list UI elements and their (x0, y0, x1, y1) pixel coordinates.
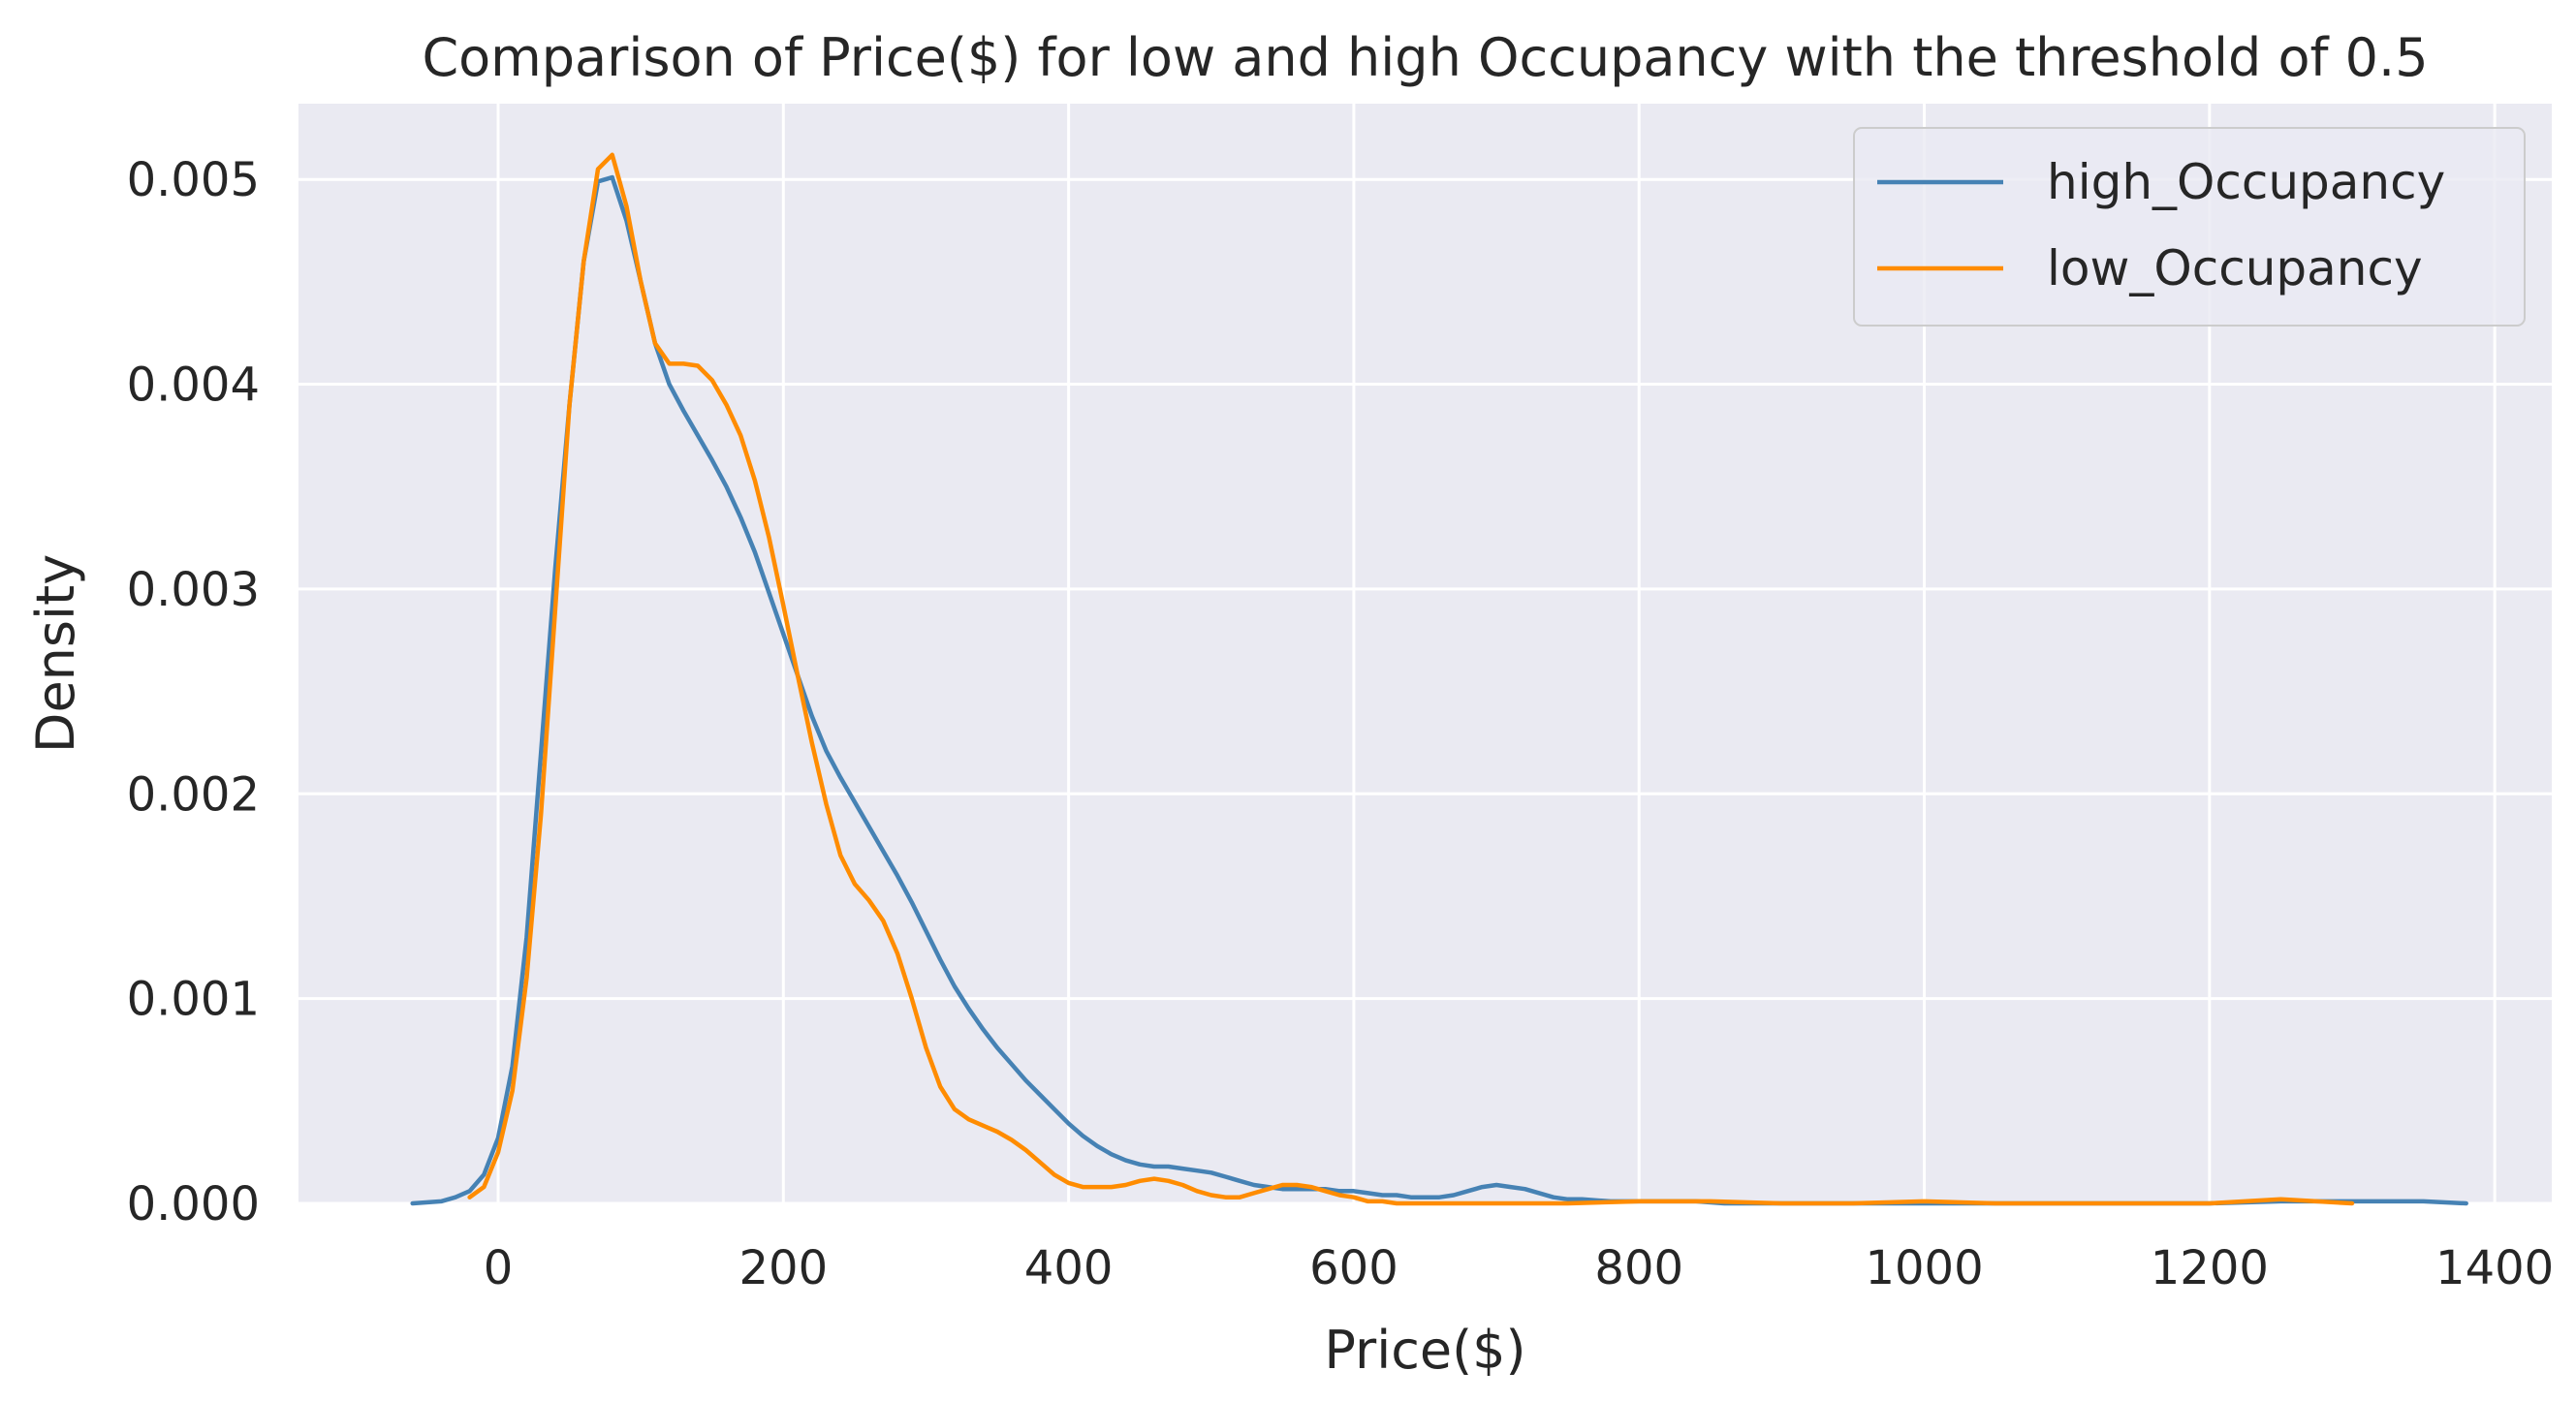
y-axis-ticks: 0.000 0.001 0.002 0.003 0.004 0.005 (127, 153, 260, 1231)
y-tick-label: 0.003 (127, 563, 260, 617)
x-tick-label: 200 (739, 1241, 829, 1295)
series-lines (410, 152, 2468, 1206)
y-tick-label: 0.004 (127, 358, 260, 413)
x-axis-ticks: 0 200 400 600 800 1000 1200 1400 (484, 1241, 2554, 1295)
x-tick-label: 0 (484, 1241, 514, 1295)
legend-box (1853, 127, 2526, 327)
legend-label-low-occupancy: low_Occupancy (2047, 240, 2423, 296)
x-tick-label: 1200 (2151, 1241, 2269, 1295)
x-tick-label: 600 (1309, 1241, 1398, 1295)
y-tick-label: 0.000 (127, 1177, 260, 1231)
y-tick-label: 0.001 (127, 973, 260, 1027)
x-tick-label: 1400 (2435, 1241, 2554, 1295)
y-axis-label: Density (25, 554, 86, 753)
x-axis-label: Price($) (1324, 1320, 1525, 1381)
x-tick-label: 1000 (1865, 1241, 1983, 1295)
x-tick-label: 400 (1024, 1241, 1114, 1295)
x-tick-label: 800 (1594, 1241, 1683, 1295)
chart-title: Comparison of Price($) for low and high … (422, 27, 2428, 88)
legend: high_Occupancy low_Occupancy (1853, 127, 2526, 327)
legend-label-high-occupancy: high_Occupancy (2047, 154, 2445, 210)
y-tick-label: 0.002 (127, 767, 260, 822)
series-line-low-occupancy (467, 152, 2355, 1206)
y-tick-label: 0.005 (127, 153, 260, 207)
